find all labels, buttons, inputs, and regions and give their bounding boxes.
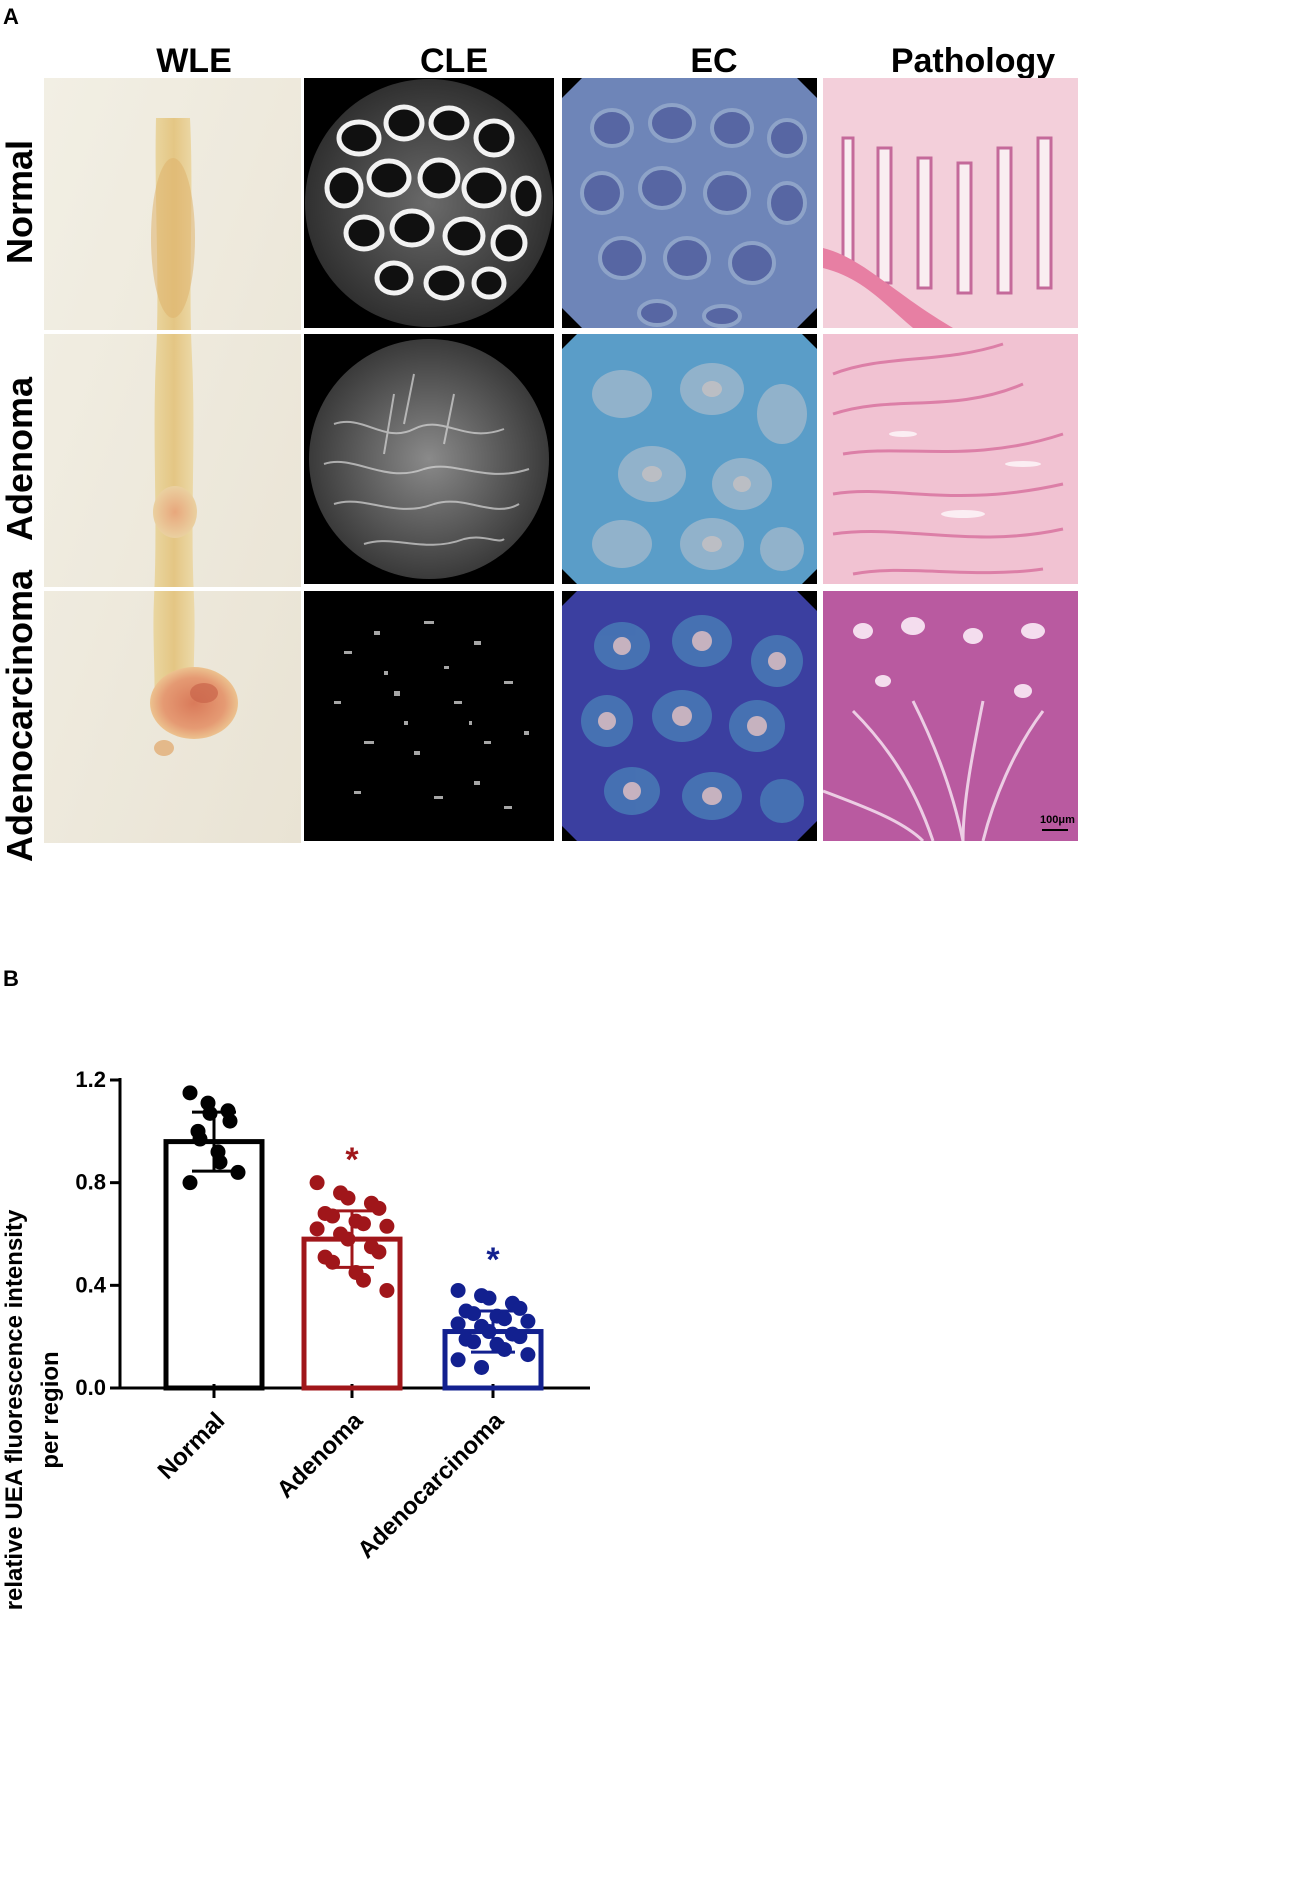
data-point: [230, 1164, 246, 1180]
data-point: [355, 1272, 371, 1288]
data-point: [202, 1105, 218, 1121]
data-point: [512, 1329, 528, 1345]
ec-adenocarcinoma-image: [562, 591, 817, 841]
significance-star: *: [345, 1141, 359, 1179]
column-header-wle: WLE: [156, 42, 232, 80]
ec-normal-image: [562, 78, 817, 328]
y-tick-label: 0.4: [75, 1272, 106, 1297]
wle-specimen-photo: [44, 78, 301, 843]
y-tick-label: 0.0: [75, 1375, 106, 1400]
y-axis-label-line-1: relative UEA fluorescence intensity: [1, 1209, 28, 1610]
x-tick-label-adenoma: Adenoma: [272, 1407, 369, 1504]
significance-star: *: [486, 1241, 500, 1279]
data-point: [212, 1154, 228, 1170]
cle-adenocarcinoma-image: [304, 591, 554, 841]
data-point: [512, 1300, 528, 1316]
data-point: [182, 1085, 198, 1101]
cle-normal-image: [304, 78, 554, 328]
data-point: [520, 1347, 536, 1363]
data-point: [481, 1324, 497, 1340]
data-point: [325, 1208, 341, 1224]
data-point: [192, 1131, 208, 1147]
scale-bar-label: 100μm: [1040, 814, 1075, 826]
column-header-ec: EC: [690, 42, 738, 80]
panel-a-label: A: [3, 4, 19, 29]
data-point: [371, 1244, 387, 1260]
data-point: [496, 1311, 512, 1327]
pathology-adenocarcinoma-image: [823, 591, 1078, 841]
cle-adenoma-image: [304, 334, 554, 584]
ec-adenoma-image: [562, 334, 817, 584]
y-axis-label-line-2: per region: [37, 1351, 64, 1468]
data-point: [379, 1282, 395, 1298]
y-tick-label: 0.8: [75, 1170, 106, 1195]
panel-b-label: B: [3, 966, 19, 991]
row-header-adenocarcinoma: Adenocarcinoma: [0, 569, 40, 863]
data-point: [450, 1316, 466, 1332]
data-point: [450, 1352, 466, 1368]
column-header-cle: CLE: [420, 42, 488, 80]
data-point: [182, 1175, 198, 1191]
data-point: [340, 1231, 356, 1247]
column-header-pathology: Pathology: [890, 42, 1056, 80]
pathology-normal-image: [823, 78, 1078, 328]
row-header-normal: Normal: [0, 139, 40, 265]
pathology-adenoma-image: [823, 334, 1078, 584]
x-tick-label-adenocarcinoma: Adenocarcinoma: [352, 1407, 509, 1564]
data-point: [309, 1175, 325, 1191]
x-tick-label-normal: Normal: [153, 1407, 231, 1485]
data-point: [325, 1254, 341, 1270]
data-point: [466, 1306, 482, 1322]
data-point: [371, 1200, 387, 1216]
y-tick-label: 1.2: [75, 1067, 106, 1092]
data-point: [340, 1190, 356, 1206]
data-point: [450, 1282, 466, 1298]
row-header-adenoma: Adenoma: [0, 376, 40, 542]
data-point: [496, 1342, 512, 1357]
data-point: [520, 1313, 536, 1329]
data-point: [466, 1334, 482, 1350]
bar-normal: [163, 1139, 265, 1391]
scale-bar-line: [1042, 829, 1068, 831]
data-point: [474, 1359, 490, 1375]
data-point: [481, 1290, 497, 1306]
data-point: [309, 1221, 325, 1237]
data-point: [222, 1113, 238, 1129]
data-point: [355, 1216, 371, 1232]
data-point: [379, 1218, 395, 1234]
uea-fluorescence-chart: relative UEA fluorescence intensity per …: [1, 1067, 590, 1610]
